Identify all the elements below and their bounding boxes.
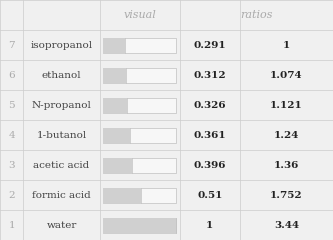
Text: 0.396: 0.396 <box>193 161 226 169</box>
Bar <box>103 187 141 203</box>
Text: 1.24: 1.24 <box>274 131 299 139</box>
Bar <box>103 127 130 143</box>
Text: 5: 5 <box>8 101 15 109</box>
Text: 1: 1 <box>206 221 213 229</box>
Text: 1.121: 1.121 <box>270 101 303 109</box>
Text: 2: 2 <box>8 191 15 199</box>
Bar <box>103 217 176 233</box>
Bar <box>103 97 127 113</box>
Text: ethanol: ethanol <box>42 71 81 79</box>
Text: 0.326: 0.326 <box>193 101 226 109</box>
Text: 1-butanol: 1-butanol <box>37 131 87 139</box>
Bar <box>103 217 176 233</box>
Bar <box>103 97 176 113</box>
Bar <box>103 67 176 83</box>
Text: 6: 6 <box>8 71 15 79</box>
Text: 3: 3 <box>8 161 15 169</box>
Bar <box>103 157 176 173</box>
Text: 1.752: 1.752 <box>270 191 303 199</box>
Bar <box>103 157 132 173</box>
Text: 1.36: 1.36 <box>274 161 299 169</box>
Text: 1.074: 1.074 <box>270 71 303 79</box>
Text: 1: 1 <box>8 221 15 229</box>
Bar <box>103 37 176 53</box>
Text: 1: 1 <box>283 41 290 49</box>
Text: N-propanol: N-propanol <box>32 101 92 109</box>
Text: acetic acid: acetic acid <box>34 161 90 169</box>
Text: 7: 7 <box>8 41 15 49</box>
Text: 4: 4 <box>8 131 15 139</box>
Text: 0.291: 0.291 <box>193 41 226 49</box>
Text: 3.44: 3.44 <box>274 221 299 229</box>
Bar <box>103 67 126 83</box>
Text: 0.312: 0.312 <box>193 71 226 79</box>
Text: 0.51: 0.51 <box>197 191 222 199</box>
Text: isopropanol: isopropanol <box>31 41 93 49</box>
Bar <box>103 187 176 203</box>
Bar <box>103 127 176 143</box>
Text: 0.361: 0.361 <box>193 131 226 139</box>
Text: formic acid: formic acid <box>32 191 91 199</box>
Text: ratios: ratios <box>240 10 273 20</box>
Text: visual: visual <box>124 10 156 20</box>
Text: water: water <box>46 221 77 229</box>
Bar <box>103 37 125 53</box>
